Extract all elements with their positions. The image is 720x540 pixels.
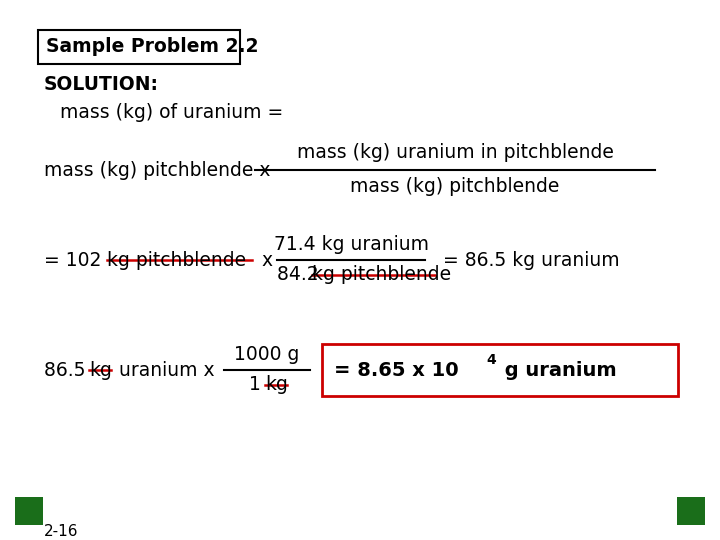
Bar — [322, 344, 678, 396]
Bar — [38, 30, 240, 64]
Text: 4: 4 — [486, 353, 496, 367]
Text: Sample Problem 2.2: Sample Problem 2.2 — [46, 37, 258, 57]
Text: mass (kg) uranium in pitchblende: mass (kg) uranium in pitchblende — [297, 144, 613, 163]
Text: uranium x: uranium x — [113, 361, 215, 380]
Text: mass (kg) pitchblende: mass (kg) pitchblende — [351, 178, 559, 197]
Text: mass (kg) of uranium =: mass (kg) of uranium = — [60, 103, 283, 122]
Text: kg pitchblende: kg pitchblende — [312, 266, 451, 285]
Text: 1000 g: 1000 g — [234, 346, 300, 365]
Text: 1: 1 — [249, 375, 267, 395]
Text: 84.2: 84.2 — [277, 266, 325, 285]
Bar — [15, 497, 43, 525]
Text: 2-16: 2-16 — [44, 524, 78, 539]
Text: = 102: = 102 — [44, 251, 107, 269]
Text: kg: kg — [265, 375, 288, 395]
Text: SOLUTION:: SOLUTION: — [44, 75, 159, 93]
Bar — [677, 497, 705, 525]
Text: = 86.5 kg uranium: = 86.5 kg uranium — [443, 251, 620, 269]
Text: 71.4 kg uranium: 71.4 kg uranium — [274, 235, 428, 254]
Text: = 8.65 x 10: = 8.65 x 10 — [334, 361, 459, 380]
Text: kg: kg — [89, 361, 112, 380]
Text: mass (kg) pitchblende x: mass (kg) pitchblende x — [44, 160, 271, 179]
Text: g uranium: g uranium — [498, 361, 616, 380]
Text: x: x — [256, 251, 279, 269]
Text: 86.5: 86.5 — [44, 361, 91, 380]
Text: kg pitchblende: kg pitchblende — [107, 251, 246, 269]
